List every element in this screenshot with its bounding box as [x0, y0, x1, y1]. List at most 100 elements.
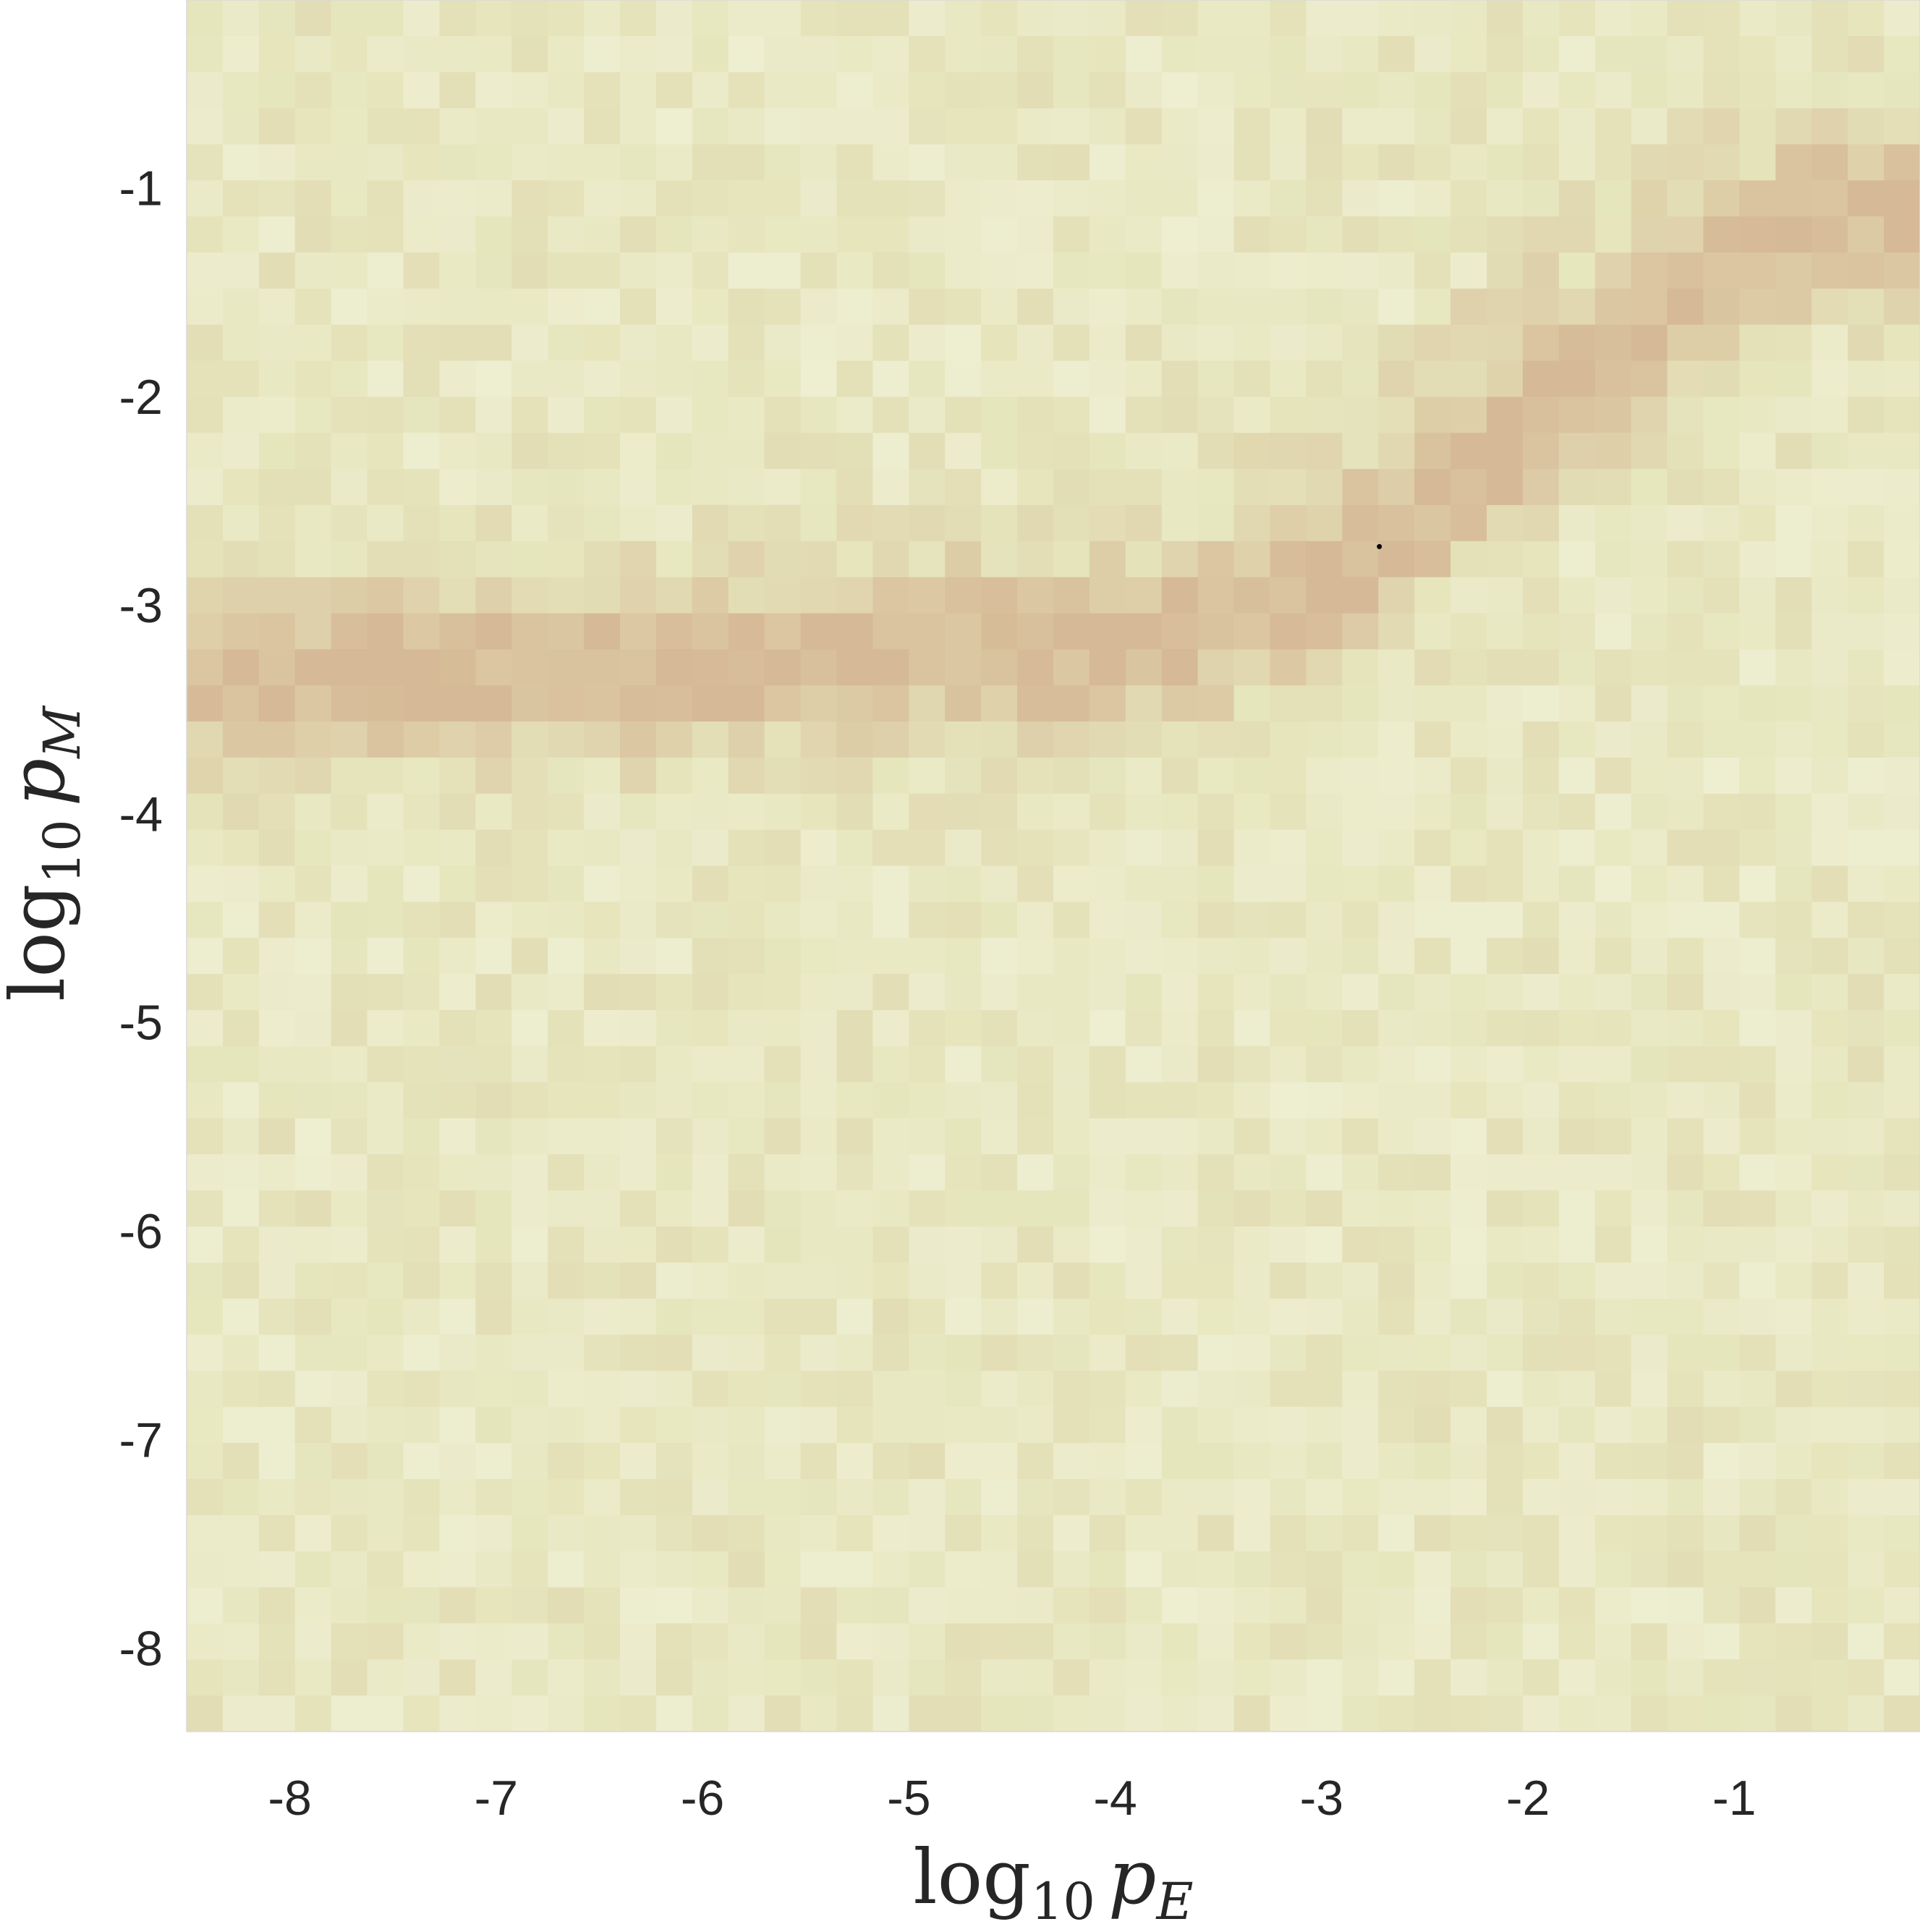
heatmap-cell [1703, 685, 1741, 722]
heatmap-cell [1450, 1407, 1487, 1444]
heatmap-cell [1378, 504, 1415, 542]
heatmap-cell [1631, 1298, 1668, 1336]
heatmap-cell [511, 541, 548, 578]
heatmap-cell [367, 1262, 404, 1300]
heatmap-cell [692, 360, 729, 397]
heatmap-cell [620, 1443, 657, 1480]
heatmap-cell [1884, 72, 1920, 109]
heatmap-cell [945, 397, 982, 433]
heatmap-cell [620, 1262, 657, 1300]
heatmap-cell [475, 504, 512, 542]
heatmap-cell [222, 433, 260, 470]
heatmap-cell [1848, 360, 1885, 397]
heatmap-cell [1811, 469, 1848, 506]
heatmap-cell [872, 1334, 909, 1372]
heatmap-cell [1125, 1334, 1163, 1372]
heatmap-cell [403, 649, 441, 686]
heatmap-cell [475, 829, 512, 867]
heatmap-cell [331, 1226, 368, 1263]
heatmap-cell [1270, 974, 1307, 1011]
heatmap-cell [1450, 1659, 1487, 1696]
heatmap-cell [1667, 108, 1704, 145]
heatmap-cell [1703, 433, 1741, 470]
heatmap-cell [1197, 541, 1235, 578]
heatmap-cell [1703, 721, 1741, 758]
heatmap-cell [1775, 1262, 1812, 1300]
heatmap-cell [1775, 541, 1812, 578]
heatmap-cell [1306, 1370, 1343, 1407]
heatmap-cell [1017, 1190, 1054, 1227]
heatmap-cell [764, 0, 802, 37]
heatmap-cell [1558, 1154, 1596, 1191]
heatmap-cell [728, 1226, 765, 1263]
heatmap-cell [620, 144, 657, 181]
heatmap-cell [1197, 1514, 1235, 1552]
heatmap-cell [1739, 1154, 1776, 1191]
heatmap-cell [1667, 1659, 1704, 1696]
heatmap-cell [1884, 180, 1920, 217]
x-tick-label: -6 [681, 1771, 724, 1826]
heatmap-cell [1414, 504, 1451, 542]
heatmap-cell [1125, 288, 1163, 326]
heatmap-cell [1342, 1370, 1379, 1407]
heatmap-cell [1017, 72, 1054, 109]
heatmap-cell [655, 938, 693, 975]
heatmap-cell [548, 1514, 585, 1552]
heatmap-cell [1667, 180, 1704, 217]
heatmap-cell [764, 144, 802, 181]
heatmap-cell [1414, 1551, 1451, 1588]
heatmap-cell [1848, 974, 1885, 1011]
heatmap-cell [1594, 829, 1632, 867]
heatmap-cell [222, 35, 260, 73]
heatmap-cell [1414, 0, 1451, 37]
heatmap-cell [258, 397, 296, 433]
heatmap-cell [584, 757, 621, 795]
heatmap-cell [367, 469, 404, 506]
heatmap-cell [1594, 288, 1632, 326]
heatmap-cell [475, 1659, 512, 1696]
heatmap-cell [1450, 1082, 1487, 1119]
heatmap-cell [1739, 216, 1776, 253]
heatmap-cell [1378, 1262, 1415, 1300]
heatmap-cell [187, 974, 224, 1011]
heatmap-cell [187, 1443, 224, 1480]
heatmap-cell [1811, 1190, 1848, 1227]
heatmap-cell [584, 108, 621, 145]
heatmap-cell [331, 902, 368, 939]
heatmap-cell [1450, 1262, 1487, 1300]
heatmap-cell [981, 829, 1018, 867]
heatmap-cell [403, 1009, 441, 1047]
heatmap-cell [367, 1623, 404, 1660]
heatmap-cell [1342, 1695, 1379, 1732]
heatmap-cell [1197, 252, 1235, 289]
heatmap-cell [1378, 1659, 1415, 1696]
heatmap-cell [294, 829, 332, 867]
heatmap-cell [331, 1514, 368, 1552]
heatmap-cell [692, 613, 729, 650]
heatmap-cell [1017, 974, 1054, 1011]
heatmap-cell [1487, 0, 1524, 37]
heatmap-cell [620, 938, 657, 975]
heatmap-cell [872, 902, 909, 939]
heatmap-cell [187, 1514, 224, 1552]
heatmap-cell [1197, 865, 1235, 902]
heatmap-cell [1053, 1262, 1090, 1300]
heatmap-cell [909, 469, 946, 506]
heatmap-cell [1017, 541, 1054, 578]
heatmap-cell [1161, 108, 1199, 145]
heatmap-cell [1487, 397, 1524, 433]
heatmap-cell [1053, 829, 1090, 867]
heatmap-cell [367, 1334, 404, 1372]
heatmap-cell [439, 144, 476, 181]
heatmap-cell [1270, 1370, 1307, 1407]
heatmap-cell [655, 504, 693, 542]
heatmap-cell [1739, 902, 1776, 939]
heatmap-cell [1775, 1190, 1812, 1227]
heatmap-cell [439, 433, 476, 470]
heatmap-cell [1848, 865, 1885, 902]
heatmap-cell [1053, 721, 1090, 758]
heatmap-cell [1667, 1407, 1704, 1444]
heatmap-cell [1558, 360, 1596, 397]
heatmap-cell [548, 1551, 585, 1588]
heatmap-cell [548, 613, 585, 650]
